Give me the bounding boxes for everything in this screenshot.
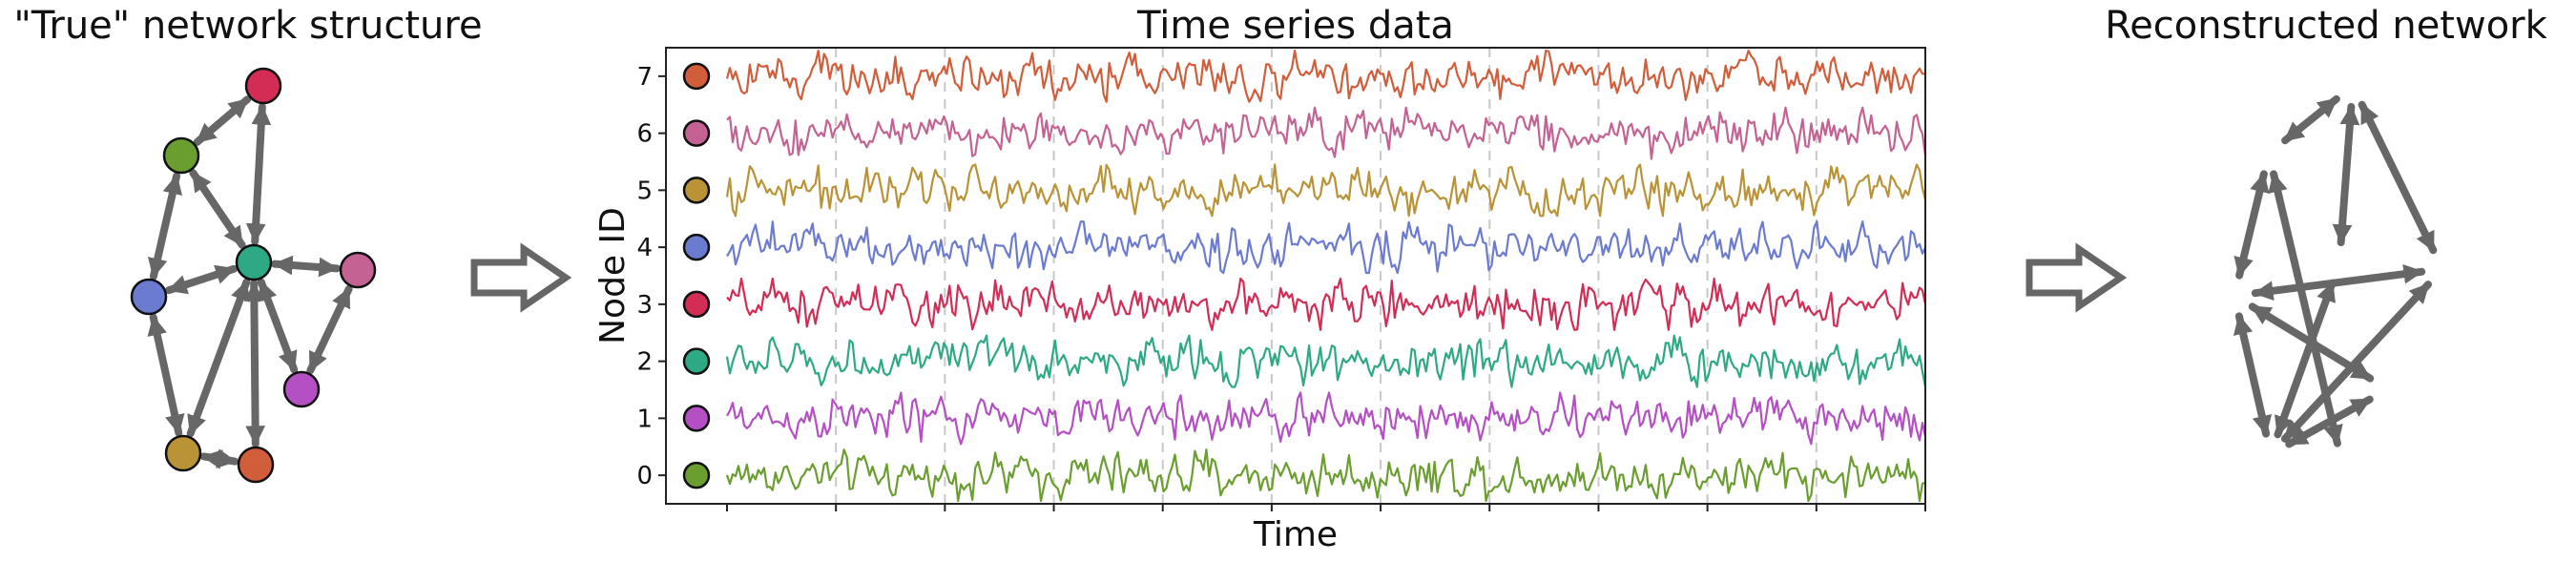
- reconstructed-network-edge-1-5: [2285, 395, 2374, 448]
- time-series-title: Time series data: [1136, 4, 1454, 48]
- reconstructed-network-edges: [2233, 94, 2438, 448]
- true-network-edge-3-2: [245, 102, 272, 246]
- y-tick-labels: 0 1 2 3 4 5 6 7: [636, 63, 666, 490]
- time-series-panel: Time series data 0 1 2 3 4 5 6 7 Node ID Time: [593, 4, 1927, 554]
- reconstructed-network-edge-3-2: [2332, 102, 2360, 247]
- y-tick-label-3: 3: [636, 291, 653, 320]
- reconstructed-network-edge-3-6: [2358, 100, 2438, 255]
- series-line-3: [726, 277, 1927, 331]
- reconstructed-network-edge-0-4: [2233, 170, 2270, 280]
- true-network-node-5: [164, 434, 202, 472]
- true-network-node-7: [237, 446, 275, 484]
- y-axis-label: Node ID: [593, 207, 633, 344]
- series-line-0: [725, 448, 1926, 503]
- true-network-node-3: [244, 67, 282, 105]
- true-network-edge-4-5: [147, 313, 185, 437]
- series-marker-0: [682, 461, 711, 489]
- true-network-edge-0-2: [189, 169, 246, 249]
- y-tick-label-2: 2: [636, 348, 653, 377]
- true-network-edge-6-1: [306, 284, 353, 375]
- true-network-node-6: [339, 251, 377, 289]
- true-network-edge-5-7: [199, 448, 239, 469]
- true-network-node-0: [162, 136, 200, 175]
- true-network-nodes: [130, 67, 377, 484]
- true-network-edge-2-5: [186, 278, 251, 438]
- true-network-edge-0-4: [147, 172, 183, 281]
- series-node-markers: [682, 62, 711, 489]
- y-tick-label-0: 0: [636, 462, 653, 490]
- series-line-2: [725, 334, 1927, 388]
- grid-lines: [835, 48, 1818, 504]
- series-line-6: [726, 106, 1927, 160]
- series-line-4: [726, 220, 1926, 275]
- series-marker-2: [682, 347, 711, 375]
- reconstructed-network-edge-3-0: [2281, 94, 2340, 145]
- flow-arrow-right: [2025, 242, 2128, 313]
- y-tick-label-1: 1: [636, 405, 653, 433]
- reconstructed-network-title: Reconstructed network: [2105, 4, 2547, 48]
- series-line-5: [725, 163, 1927, 218]
- series-marker-5: [682, 177, 711, 204]
- true-network-edge-2-7: [243, 279, 266, 448]
- series-marker-4: [682, 233, 711, 261]
- x-axis-label: Time: [1253, 515, 1338, 554]
- flow-arrow-left: [470, 242, 572, 313]
- y-tick-label-5: 5: [636, 177, 653, 205]
- y-tick-label-6: 6: [636, 120, 653, 149]
- series-marker-1: [682, 405, 711, 432]
- reconstructed-network-edge-4-5: [2233, 312, 2273, 438]
- y-tick-label-4: 4: [636, 234, 653, 262]
- true-network-edge-2-4: [164, 264, 239, 295]
- series-line-1: [726, 391, 1927, 446]
- true-network-panel: "True" network structure: [13, 4, 483, 484]
- plot-frame: [665, 47, 1926, 505]
- series-marker-6: [682, 119, 711, 147]
- true-network-node-2: [235, 243, 273, 281]
- reconstructed-network-edge-6-4: [2251, 263, 2426, 302]
- series-marker-3: [682, 290, 711, 319]
- true-network-edge-2-6: [270, 255, 342, 278]
- true-network-edges: [147, 95, 353, 469]
- series-marker-7: [682, 62, 711, 91]
- reconstructed-network-panel: Reconstructed network: [2105, 4, 2548, 448]
- true-network-edge-3-0: [193, 95, 252, 146]
- y-tick-label-7: 7: [636, 63, 653, 92]
- true-network-node-1: [282, 370, 321, 408]
- true-network-edge-2-1: [257, 278, 299, 374]
- x-tick-marks: [726, 504, 1926, 511]
- time-series-lines: [725, 49, 1927, 503]
- reconstructed-network-edge-0-7: [2268, 170, 2343, 448]
- series-line-7: [725, 49, 1926, 103]
- true-network-node-4: [130, 278, 168, 316]
- true-network-title: "True" network structure: [13, 4, 482, 48]
